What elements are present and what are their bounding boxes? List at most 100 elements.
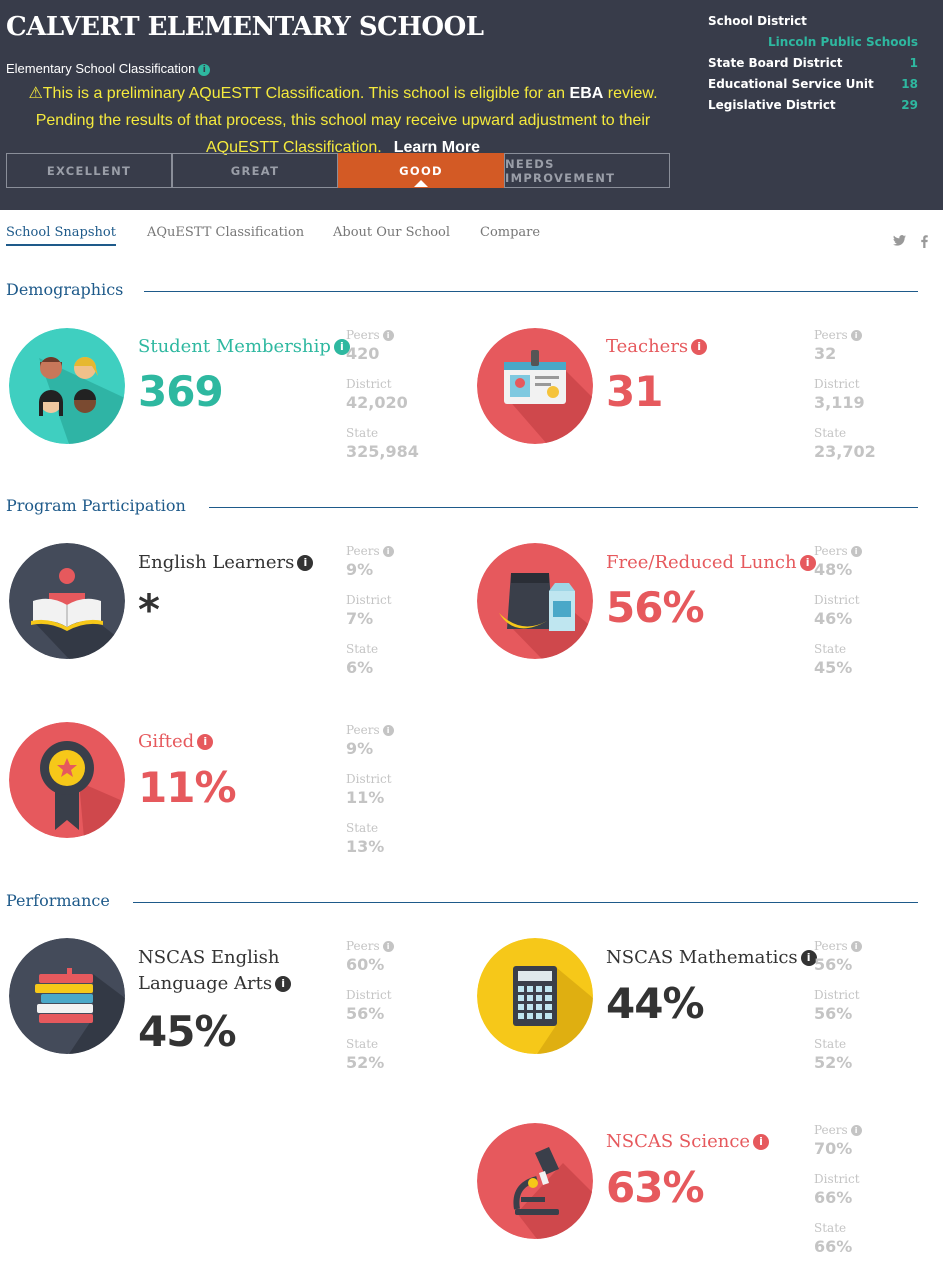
- esu-label: Educational Service Unit: [708, 77, 874, 91]
- peers-value: 60%: [346, 955, 385, 974]
- nscas-science-value: 63%: [606, 1163, 705, 1212]
- book-stack-icon: [9, 938, 125, 1054]
- nscas-ela-comparison: Peers i 60% District 56% State 52%: [346, 939, 456, 1086]
- section-divider: [209, 507, 918, 508]
- peers-value: 56%: [814, 955, 853, 974]
- info-icon[interactable]: i: [691, 339, 708, 355]
- english-learners-title: English Learners i: [138, 550, 314, 576]
- nscas-math-title: NSCAS Mathematics i: [606, 945, 817, 971]
- info-icon[interactable]: i: [198, 64, 211, 76]
- gifted-comparison: Peers i 9% District 11% State 13%: [346, 723, 456, 870]
- school-district-link[interactable]: Lincoln Public Schools: [768, 35, 918, 49]
- state-value: 45%: [814, 658, 853, 677]
- nscas-science-title: NSCAS Science i: [606, 1129, 770, 1155]
- english-learners-value: *: [138, 585, 160, 634]
- teachers-title: Teachers i: [606, 334, 708, 360]
- state-value: 23,702: [814, 442, 876, 461]
- tab-school-snapshot[interactable]: School Snapshot: [6, 225, 116, 246]
- peers-value: 9%: [346, 560, 374, 579]
- peers-value: 70%: [814, 1139, 853, 1158]
- free-reduced-lunch-comparison: Peers i 48% District 46% State 45%: [814, 544, 924, 691]
- tab-aquestt-classification[interactable]: AQuESTT Classification: [147, 225, 305, 240]
- info-icon[interactable]: i: [850, 330, 862, 341]
- section-divider: [133, 902, 918, 903]
- district-value: 56%: [346, 1004, 385, 1023]
- district-value: 56%: [814, 1004, 853, 1023]
- rating-needs-improvement[interactable]: NEEDS IMPROVEMENT: [504, 153, 670, 188]
- rating-good[interactable]: GOOD: [338, 153, 504, 188]
- gifted-title: Gifted i: [138, 729, 214, 755]
- student-membership-comparison: Peers i 420 District 42,020 State 325,984: [346, 328, 456, 475]
- tab-about-our-school[interactable]: About Our School: [333, 225, 451, 240]
- info-icon[interactable]: i: [799, 555, 816, 571]
- state-value: 6%: [346, 658, 374, 677]
- twitter-icon[interactable]: [893, 235, 906, 250]
- section-program-participation: Program Participation: [6, 496, 186, 515]
- esu-value: 18: [901, 77, 918, 91]
- nscas-ela-value: 45%: [138, 1007, 237, 1056]
- teachers-comparison: Peers i 32 District 3,119 State 23,702: [814, 328, 924, 475]
- info-icon[interactable]: i: [197, 734, 214, 750]
- student-membership-value: 369: [138, 367, 224, 416]
- free-reduced-lunch-value: 56%: [606, 583, 705, 632]
- student-group-icon: [9, 328, 125, 444]
- district-value: 7%: [346, 609, 374, 628]
- info-icon[interactable]: i: [382, 941, 394, 952]
- id-badge-icon: [477, 328, 593, 444]
- peers-value: 420: [346, 344, 380, 363]
- legislative-district-label: Legislative District: [708, 98, 836, 112]
- nscas-math-comparison: Peers i 56% District 56% State 52%: [814, 939, 924, 1086]
- school-name: CALVERT ELEMENTARY SCHOOL: [6, 12, 484, 42]
- preliminary-notice: ⚠This is a preliminary AQuESTT Classific…: [28, 85, 658, 156]
- english-learners-comparison: Peers i 9% District 7% State 6%: [346, 544, 456, 691]
- info-icon[interactable]: i: [800, 950, 817, 966]
- info-icon[interactable]: i: [850, 941, 862, 952]
- info-icon[interactable]: i: [382, 546, 394, 557]
- facebook-icon[interactable]: [921, 235, 928, 252]
- teachers-value: 31: [606, 367, 663, 416]
- school-district-label: School District: [708, 14, 807, 28]
- section-performance: Performance: [6, 891, 110, 910]
- state-value: 52%: [346, 1053, 385, 1072]
- peers-value: 9%: [346, 739, 374, 758]
- tab-compare[interactable]: Compare: [480, 225, 541, 240]
- info-icon[interactable]: i: [297, 555, 314, 571]
- state-value: 325,984: [346, 442, 419, 461]
- peers-value: 48%: [814, 560, 853, 579]
- school-header: CALVERT ELEMENTARY SCHOOL Elementary Sch…: [0, 0, 943, 210]
- nscas-science-comparison: Peers i 70% District 66% State 66%: [814, 1123, 924, 1270]
- info-icon[interactable]: i: [850, 546, 862, 557]
- district-info-panel: School District Lincoln Public Schools S…: [708, 14, 918, 119]
- legislative-district-value: 29: [901, 98, 918, 112]
- district-value: 46%: [814, 609, 853, 628]
- classification-label: Elementary School Classification i: [6, 61, 211, 76]
- district-value: 42,020: [346, 393, 408, 412]
- info-icon[interactable]: i: [382, 330, 394, 341]
- free-reduced-lunch-title: Free/Reduced Lunch i: [606, 550, 816, 576]
- info-icon[interactable]: i: [753, 1134, 770, 1150]
- lunch-bag-icon: [477, 543, 593, 659]
- rating-excellent[interactable]: EXCELLENT: [6, 153, 172, 188]
- district-value: 3,119: [814, 393, 865, 412]
- info-icon[interactable]: i: [850, 1125, 862, 1136]
- district-value: 11%: [346, 788, 385, 807]
- info-icon[interactable]: i: [275, 976, 292, 992]
- award-ribbon-icon: [9, 722, 125, 838]
- rating-great[interactable]: GREAT: [172, 153, 338, 188]
- open-book-icon: [9, 543, 125, 659]
- classification-rating-bar: EXCELLENT GREAT GOOD NEEDS IMPROVEMENT: [6, 153, 670, 188]
- state-board-district-value: 1: [909, 56, 918, 70]
- nscas-ela-title: NSCAS English Language Arts i: [138, 945, 292, 997]
- info-icon[interactable]: i: [333, 339, 350, 355]
- nscas-math-value: 44%: [606, 979, 705, 1028]
- student-membership-title: Student Membership i: [138, 334, 350, 360]
- section-demographics: Demographics: [6, 280, 124, 299]
- learn-more-link[interactable]: Learn More: [393, 139, 480, 156]
- microscope-icon: [477, 1123, 593, 1239]
- district-value: 66%: [814, 1188, 853, 1207]
- state-value: 13%: [346, 837, 385, 856]
- info-icon[interactable]: i: [382, 725, 394, 736]
- state-value: 66%: [814, 1237, 853, 1256]
- calculator-icon: [477, 938, 593, 1054]
- gifted-value: 11%: [138, 763, 237, 812]
